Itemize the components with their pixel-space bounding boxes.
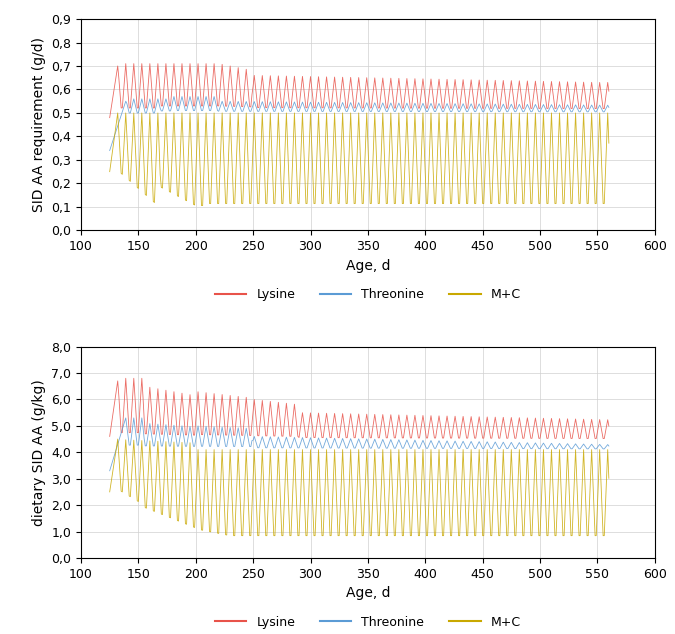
Legend: Lysine, Threonine, M+C: Lysine, Threonine, M+C (210, 611, 526, 633)
Y-axis label: SID AA requirement (g/d): SID AA requirement (g/d) (32, 37, 46, 212)
Legend: Lysine, Threonine, M+C: Lysine, Threonine, M+C (210, 283, 526, 306)
Y-axis label: dietary SID AA (g/kg): dietary SID AA (g/kg) (32, 379, 46, 526)
X-axis label: Age, d: Age, d (346, 586, 390, 600)
X-axis label: Age, d: Age, d (346, 259, 390, 273)
